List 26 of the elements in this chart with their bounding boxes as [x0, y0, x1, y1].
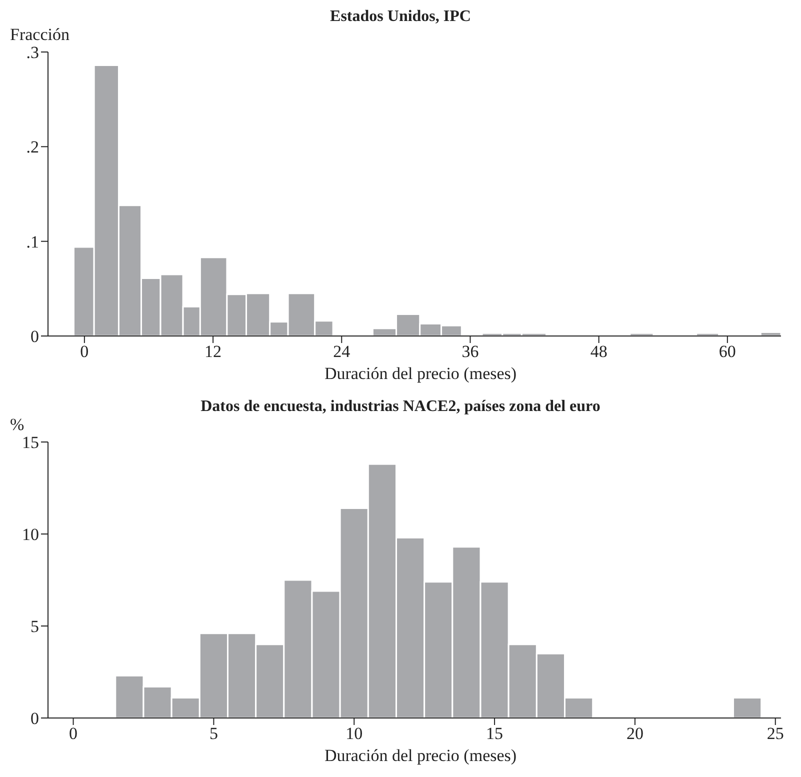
y-tick-label: .3 [26, 43, 39, 62]
x-tick-label: 0 [69, 724, 78, 744]
x-tick-label: 24 [333, 342, 351, 362]
x-tick-label: 36 [462, 342, 479, 362]
x-tick-label: 48 [590, 342, 608, 362]
x-tick-label: 5 [209, 724, 218, 744]
y-tick-label: 5 [30, 617, 39, 636]
y-tick-label: 15 [22, 433, 39, 452]
x-tick-label: 25 [766, 724, 784, 744]
y-tick-label: .1 [26, 232, 39, 252]
y-tick-label: 10 [22, 525, 39, 544]
y-tick-label: 0 [30, 327, 39, 346]
chart-title: Datos de encuesta, industrias NACE2, países zona del euro [200, 398, 602, 416]
x-tick-label: 10 [346, 724, 363, 744]
y-axis-title: % [10, 415, 26, 434]
x-tick-label: 15 [486, 724, 504, 744]
x-tick-label: 0 [80, 342, 89, 362]
y-tick-label: .2 [26, 138, 39, 157]
x-tick-label: 12 [204, 342, 222, 362]
x-tick-label: 20 [626, 724, 644, 744]
x-axis-title: Duración del precio (meses) [323, 746, 518, 766]
x-axis-title: Duración del precio (meses) [323, 364, 518, 384]
y-axis-title: Fracción [10, 25, 70, 44]
chart-title: Estados Unidos, IPC [329, 8, 472, 26]
x-tick-label: 60 [718, 342, 736, 362]
y-tick-label: 0 [30, 709, 39, 728]
